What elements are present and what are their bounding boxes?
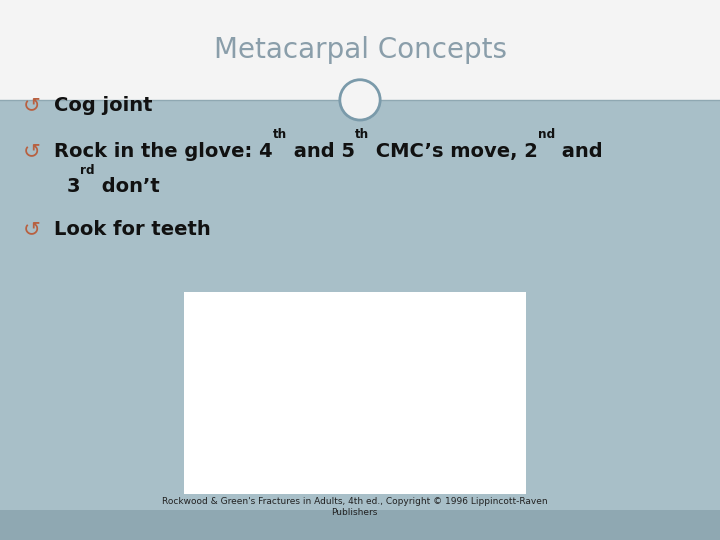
Text: th: th	[273, 129, 287, 141]
Text: Metacarpal Concepts: Metacarpal Concepts	[214, 36, 506, 64]
Text: Cog joint: Cog joint	[54, 96, 153, 115]
Text: nd: nd	[538, 129, 555, 141]
Text: Rock in the glove: 4: Rock in the glove: 4	[54, 141, 273, 161]
Text: rd: rd	[81, 164, 95, 177]
Bar	[0, 510, 720, 540]
Text: Look for teeth: Look for teeth	[54, 220, 211, 239]
Text: and: and	[555, 141, 603, 161]
Text: ↺: ↺	[23, 141, 41, 161]
Text: don’t: don’t	[95, 177, 160, 196]
Text: Rockwood & Green's Fractures in Adults, 4th ed., Copyright © 1996 Lippincott-Rav: Rockwood & Green's Fractures in Adults, …	[162, 497, 547, 517]
Bar	[0, 100, 720, 510]
Text: th: th	[355, 129, 369, 141]
Ellipse shape	[340, 80, 380, 120]
Text: ↺: ↺	[23, 219, 41, 240]
Bar	[184, 292, 526, 494]
Bar	[0, 0, 720, 100]
Text: 3: 3	[67, 177, 81, 196]
Text: CMC’s move, 2: CMC’s move, 2	[369, 141, 538, 161]
Text: and 5: and 5	[287, 141, 355, 161]
Text: ↺: ↺	[23, 95, 41, 116]
